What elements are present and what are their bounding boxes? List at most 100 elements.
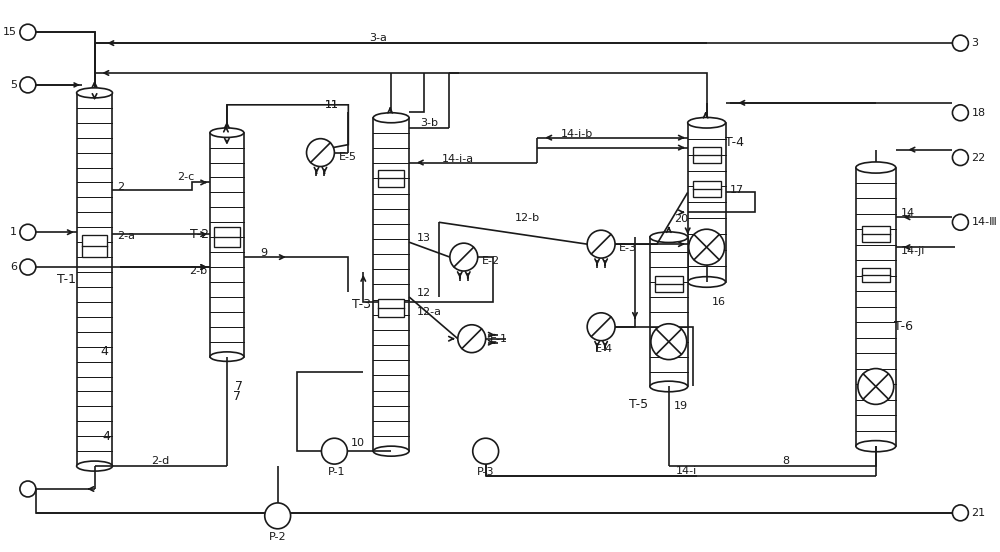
Circle shape: [307, 139, 334, 167]
Text: 5: 5: [10, 80, 17, 90]
Bar: [378, 299, 404, 317]
Text: T-5: T-5: [629, 398, 649, 411]
Circle shape: [952, 105, 968, 121]
Circle shape: [20, 224, 36, 240]
Bar: [210, 132, 244, 357]
Ellipse shape: [688, 118, 726, 128]
Circle shape: [321, 438, 347, 464]
Text: 21: 21: [971, 508, 985, 518]
Text: 20: 20: [674, 214, 688, 224]
Text: T-4: T-4: [725, 136, 744, 149]
Circle shape: [952, 505, 968, 521]
Text: E-2: E-2: [482, 256, 500, 266]
Circle shape: [473, 438, 499, 464]
Text: 2-b: 2-b: [189, 266, 207, 276]
Text: E-1: E-1: [490, 334, 508, 344]
Text: 12-b: 12-b: [515, 213, 540, 223]
Text: T-2: T-2: [190, 228, 209, 241]
Bar: [650, 237, 688, 386]
Text: 3-b: 3-b: [420, 118, 438, 128]
Circle shape: [20, 24, 36, 40]
Text: 19: 19: [674, 401, 688, 411]
Text: E-5: E-5: [338, 152, 356, 162]
Circle shape: [952, 35, 968, 51]
Text: 1: 1: [10, 227, 17, 237]
Bar: [82, 235, 107, 257]
Text: 3-a: 3-a: [369, 33, 387, 43]
Ellipse shape: [210, 128, 244, 137]
Text: 2-c: 2-c: [177, 172, 194, 183]
Circle shape: [587, 230, 615, 258]
Text: 9: 9: [260, 248, 267, 258]
Text: 2-a: 2-a: [117, 231, 135, 241]
Circle shape: [20, 77, 36, 93]
Text: 8: 8: [783, 456, 790, 466]
Ellipse shape: [650, 232, 688, 242]
Text: 7: 7: [233, 390, 241, 403]
Bar: [862, 226, 890, 242]
Bar: [214, 227, 240, 247]
Text: 4: 4: [101, 345, 108, 358]
Text: P-2: P-2: [269, 532, 286, 542]
Text: 11: 11: [324, 100, 338, 110]
Bar: [688, 123, 726, 282]
Text: 14-ji: 14-ji: [901, 246, 925, 256]
Text: 14-i-a: 14-i-a: [442, 153, 474, 163]
Ellipse shape: [856, 162, 896, 173]
Ellipse shape: [650, 381, 688, 392]
Text: 2: 2: [117, 182, 125, 193]
Text: T-1: T-1: [57, 273, 76, 286]
Circle shape: [587, 313, 615, 341]
Text: P-1: P-1: [328, 467, 345, 477]
Text: T-6: T-6: [894, 320, 913, 333]
Text: E-4: E-4: [595, 344, 613, 354]
Circle shape: [651, 324, 687, 359]
Text: 7: 7: [235, 380, 243, 393]
Text: 11: 11: [324, 100, 338, 110]
Circle shape: [265, 503, 291, 529]
Text: P-3: P-3: [477, 467, 494, 477]
Text: 3: 3: [971, 38, 978, 48]
Circle shape: [952, 150, 968, 166]
Text: 2-d: 2-d: [152, 456, 170, 466]
Text: 14-Ⅲ: 14-Ⅲ: [971, 217, 997, 227]
Bar: [378, 169, 404, 188]
Circle shape: [450, 243, 478, 271]
Text: 16: 16: [712, 297, 726, 307]
Bar: [77, 93, 112, 466]
Text: 4: 4: [103, 430, 110, 443]
Circle shape: [458, 325, 486, 353]
Text: 14-i-b: 14-i-b: [561, 129, 593, 139]
Circle shape: [689, 229, 725, 265]
Text: 17: 17: [730, 185, 744, 195]
Text: 13: 13: [417, 233, 431, 243]
Circle shape: [952, 214, 968, 230]
Bar: [373, 118, 409, 451]
Ellipse shape: [77, 88, 112, 98]
Text: 10: 10: [351, 438, 365, 448]
Text: 6: 6: [10, 262, 17, 272]
Text: 12: 12: [417, 288, 431, 298]
Circle shape: [858, 369, 894, 405]
Bar: [655, 276, 683, 292]
Text: 14-i: 14-i: [675, 466, 697, 476]
Circle shape: [20, 481, 36, 497]
Bar: [693, 182, 721, 198]
Bar: [693, 147, 721, 162]
Ellipse shape: [77, 461, 112, 471]
Text: T-3: T-3: [352, 298, 371, 311]
Text: 14: 14: [901, 208, 915, 218]
Ellipse shape: [210, 352, 244, 362]
Ellipse shape: [688, 277, 726, 287]
Bar: [856, 167, 896, 446]
Ellipse shape: [856, 440, 896, 452]
Circle shape: [20, 259, 36, 275]
Text: 12-a: 12-a: [417, 307, 442, 317]
Ellipse shape: [373, 113, 409, 123]
Text: 15: 15: [3, 27, 17, 37]
Bar: [862, 268, 890, 282]
Ellipse shape: [373, 446, 409, 456]
Text: E-3: E-3: [619, 243, 637, 253]
Text: 22: 22: [971, 152, 986, 163]
Text: 18: 18: [971, 108, 985, 118]
